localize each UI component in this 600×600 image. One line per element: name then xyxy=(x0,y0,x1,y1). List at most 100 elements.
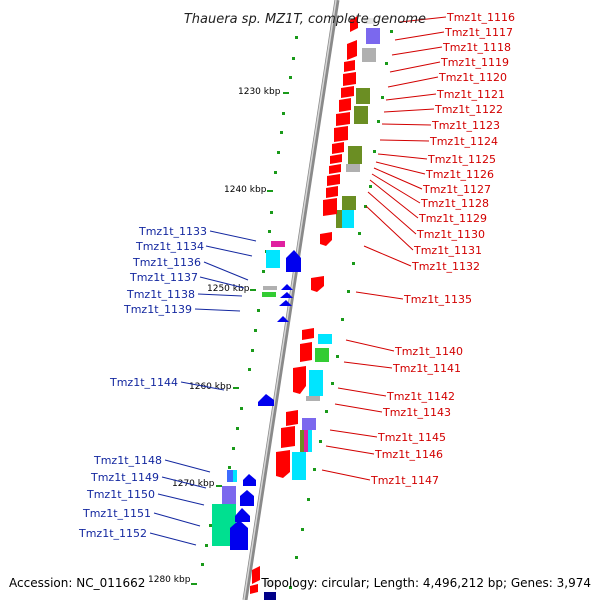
kbp-label-1270: 1270 kbp xyxy=(172,479,215,489)
genome-backbone xyxy=(242,0,340,600)
gene-feature xyxy=(252,566,260,584)
gene-feature xyxy=(258,394,274,406)
gene-label[interactable]: Tmz1t_1117 xyxy=(444,26,513,39)
cog-box xyxy=(306,396,320,401)
gene-label[interactable]: Tmz1t_1121 xyxy=(436,88,505,101)
gene-label[interactable]: Tmz1t_1123 xyxy=(431,119,500,132)
gene-label[interactable]: Tmz1t_1142 xyxy=(386,390,455,403)
gene-feature xyxy=(286,250,301,272)
gene-label[interactable]: Tmz1t_1149 xyxy=(90,471,159,484)
gene-label[interactable]: Tmz1t_1141 xyxy=(392,362,461,375)
cog-box xyxy=(264,580,276,586)
gene-feature xyxy=(334,126,348,142)
gene-feature xyxy=(327,174,340,186)
cog-box xyxy=(227,470,233,482)
gene-label[interactable]: Tmz1t_1132 xyxy=(411,260,480,273)
cog-box xyxy=(233,470,237,482)
gene-label[interactable]: Tmz1t_1134 xyxy=(135,240,204,253)
cog-box xyxy=(266,250,280,268)
cog-box xyxy=(364,18,376,24)
cog-box xyxy=(315,348,329,362)
gene-label[interactable]: Tmz1t_1127 xyxy=(422,183,491,196)
gene-label[interactable]: Tmz1t_1138 xyxy=(126,288,195,301)
gene-feature xyxy=(339,98,351,112)
gene-label[interactable]: Tmz1t_1139 xyxy=(123,303,192,316)
gene-label[interactable]: Tmz1t_1126 xyxy=(425,168,494,181)
cog-box xyxy=(318,334,332,344)
cog-box xyxy=(309,370,323,396)
gene-feature xyxy=(281,284,293,290)
cog-box xyxy=(262,292,276,297)
gene-feature xyxy=(347,40,357,60)
gene-label[interactable]: Tmz1t_1148 xyxy=(93,454,162,467)
gene-label[interactable]: Tmz1t_1145 xyxy=(377,431,446,444)
gene-feature xyxy=(235,508,250,522)
cog-box xyxy=(362,48,376,62)
gene-label[interactable]: Tmz1t_1137 xyxy=(129,271,198,284)
gene-feature xyxy=(293,366,306,394)
scale-ticks xyxy=(191,92,289,585)
gene-label[interactable]: Tmz1t_1135 xyxy=(403,293,472,306)
gene-label[interactable]: Tmz1t_1128 xyxy=(420,197,489,210)
forward-strand-features xyxy=(250,16,380,600)
gene-label[interactable]: Tmz1t_1133 xyxy=(138,225,207,238)
gene-label[interactable]: Tmz1t_1152 xyxy=(78,527,147,540)
accession-text: Accession: NC_011662 xyxy=(9,576,145,590)
gene-label[interactable]: Tmz1t_1151 xyxy=(82,507,151,520)
gene-label[interactable]: Tmz1t_1122 xyxy=(434,103,503,116)
cog-box xyxy=(308,430,312,452)
kbp-label-1240: 1240 kbp xyxy=(224,185,267,195)
kbp-label-1280: 1280 kbp xyxy=(148,575,191,585)
gene-feature xyxy=(336,112,350,126)
gene-label[interactable]: Tmz1t_1140 xyxy=(394,345,463,358)
gene-label[interactable]: Tmz1t_1147 xyxy=(370,474,439,487)
gene-label[interactable]: Tmz1t_1146 xyxy=(374,448,443,461)
kbp-label-1250: 1250 kbp xyxy=(207,284,250,294)
gene-feature xyxy=(240,490,254,506)
gene-feature xyxy=(311,276,324,292)
gene-label[interactable]: Tmz1t_1143 xyxy=(382,406,451,419)
cog-box xyxy=(263,286,277,290)
gene-label[interactable]: Tmz1t_1116 xyxy=(446,11,515,24)
gene-feature xyxy=(276,450,290,478)
left-gene-labels: Tmz1t_1133 Tmz1t_1134 Tmz1t_1136 Tmz1t_1… xyxy=(78,225,207,540)
gene-label[interactable]: Tmz1t_1118 xyxy=(442,41,511,54)
gene-feature xyxy=(332,142,344,154)
cog-box xyxy=(340,210,354,228)
gene-feature xyxy=(350,16,358,32)
gene-label[interactable]: Tmz1t_1130 xyxy=(416,228,485,241)
gene-label[interactable]: Tmz1t_1144 xyxy=(109,376,178,389)
gene-label[interactable]: Tmz1t_1124 xyxy=(429,135,498,148)
cog-box xyxy=(271,241,285,247)
gene-label[interactable]: Tmz1t_1125 xyxy=(427,153,496,166)
cog-box xyxy=(302,418,316,430)
gene-label[interactable]: Tmz1t_1129 xyxy=(418,212,487,225)
cog-box xyxy=(264,592,276,600)
cog-box xyxy=(292,452,306,480)
gene-feature xyxy=(300,342,312,362)
cog-box xyxy=(336,210,342,228)
gene-feature xyxy=(320,232,332,246)
cog-box xyxy=(348,146,362,164)
right-gene-labels: Tmz1t_1116 Tmz1t_1117 Tmz1t_1118 Tmz1t_1… xyxy=(370,11,515,487)
right-connectors xyxy=(321,16,447,481)
gene-feature xyxy=(279,300,292,306)
gene-feature xyxy=(329,164,341,174)
gene-label[interactable]: Tmz1t_1119 xyxy=(440,56,509,69)
gene-feature xyxy=(281,426,295,448)
gene-feature xyxy=(230,520,248,550)
gene-feature xyxy=(250,584,258,594)
gene-feature xyxy=(323,198,337,216)
gene-feature xyxy=(277,316,289,322)
genome-stats-text: Topology: circular; Length: 4,496,212 bp… xyxy=(260,576,591,590)
cog-box xyxy=(300,430,304,452)
cog-box xyxy=(346,164,360,172)
reverse-strand-features xyxy=(212,241,301,550)
gene-label[interactable]: Tmz1t_1131 xyxy=(413,244,482,257)
cog-box xyxy=(342,196,356,210)
gene-label[interactable]: Tmz1t_1136 xyxy=(132,256,201,269)
gene-label[interactable]: Tmz1t_1120 xyxy=(438,71,507,84)
gene-label[interactable]: Tmz1t_1150 xyxy=(86,488,155,501)
map-title: Thauera sp. MZ1T, complete genome xyxy=(184,12,426,27)
